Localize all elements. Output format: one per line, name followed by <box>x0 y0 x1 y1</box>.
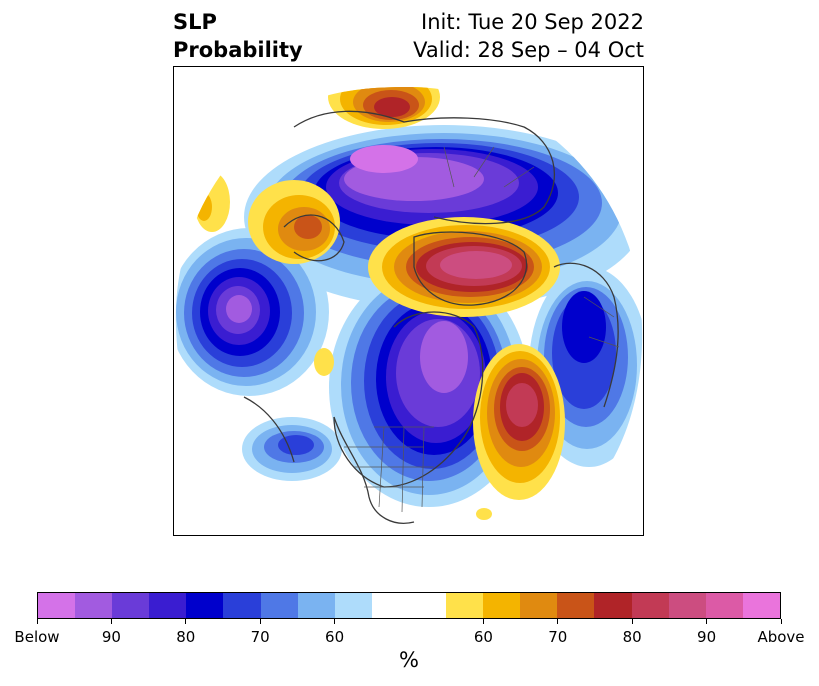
colorbar-unit: % <box>399 648 419 672</box>
colorbar-tick-label: 90 <box>697 628 717 646</box>
valid-range: Valid: 28 Sep – 04 Oct <box>413 38 644 62</box>
colorbar-tick <box>36 619 38 624</box>
colorbar-above-segment <box>631 593 669 618</box>
borders <box>344 146 620 513</box>
map-panel <box>173 66 644 536</box>
init-date: Init: Tue 20 Sep 2022 <box>421 10 644 34</box>
colorbar-below-segment <box>149 593 187 618</box>
colorbar <box>37 592 781 619</box>
anomaly-europe-below <box>529 267 643 467</box>
colorbar-tick-label: Above <box>757 628 805 646</box>
colorbar-above-segment <box>705 593 743 618</box>
colorbar-tick-label: Below <box>14 628 60 646</box>
title-right: Init: Tue 20 Sep 2022 Valid: 28 Sep – 04… <box>413 8 644 64</box>
colorbar-above-segment <box>446 593 484 618</box>
title-subfield: Probability <box>173 38 303 62</box>
colorbar-below-segment <box>334 593 372 618</box>
colorbar-neutral-segment <box>371 593 447 618</box>
colorbar-below-segment <box>297 593 335 618</box>
title-left: SLP Probability <box>173 8 303 64</box>
colorbar-tick <box>482 619 484 624</box>
colorbar-above-segment <box>557 593 595 618</box>
colorbar-tick-label: 60 <box>325 628 345 646</box>
title-field: SLP <box>173 10 217 34</box>
colorbar-tick-label: 80 <box>622 628 642 646</box>
anomaly-atlantic-above <box>473 344 565 500</box>
colorbar-tick-label: 70 <box>250 628 270 646</box>
colorbar-above-segment <box>742 593 780 618</box>
colorbar-below-segment <box>186 593 224 618</box>
colorbar-tick <box>780 619 782 624</box>
colorbar-tick-label: 80 <box>176 628 196 646</box>
colorbar-above-segment <box>668 593 706 618</box>
colorbar-below-segment <box>38 593 76 618</box>
colorbar-tick-label: 60 <box>473 628 493 646</box>
colorbar-below-segment <box>112 593 150 618</box>
colorbar-below-segment <box>260 593 298 618</box>
colorbar-tick-label: 70 <box>548 628 568 646</box>
coastlines <box>243 110 619 524</box>
colorbar-below-segment <box>75 593 113 618</box>
colorbar-tick <box>706 619 708 624</box>
probability-map <box>175 87 643 535</box>
colorbar-above-segment <box>483 593 521 618</box>
colorbar-above-segment <box>594 593 632 618</box>
hemisphere-field <box>175 87 643 535</box>
colorbar-tick <box>631 619 633 624</box>
anomaly-southwest-below <box>242 417 342 481</box>
anomaly-pacific-below <box>175 228 329 396</box>
colorbar-tick <box>110 619 112 624</box>
colorbar-tick <box>557 619 559 624</box>
colorbar-below-segment <box>223 593 261 618</box>
colorbar-tick-label: 90 <box>101 628 121 646</box>
colorbar-tick <box>185 619 187 624</box>
colorbar-tick <box>259 619 261 624</box>
colorbar-tick <box>334 619 336 624</box>
colorbar-above-segment <box>520 593 558 618</box>
